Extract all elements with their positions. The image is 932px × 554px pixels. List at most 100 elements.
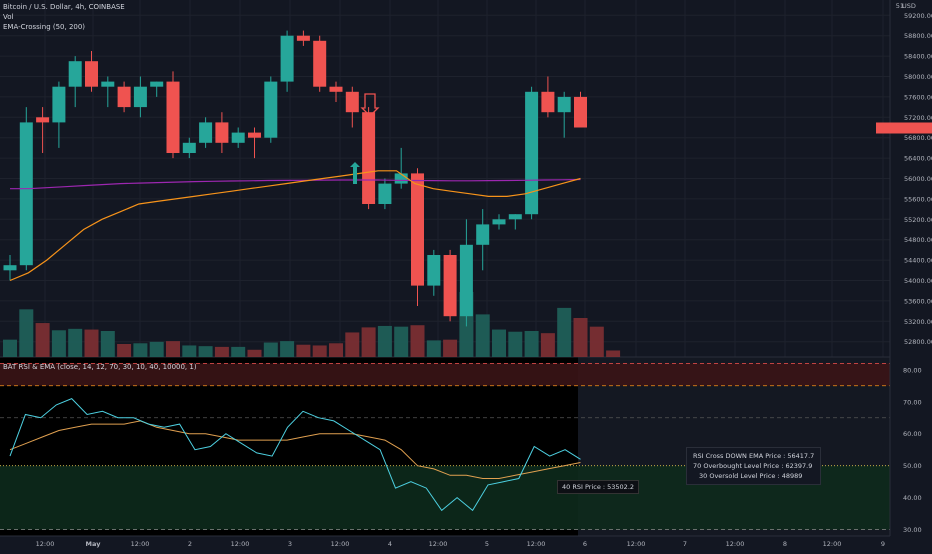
volume-bar [133,343,148,357]
rsi-label: BAT RSI & EMA (close, 14, 12, 70, 30, 10… [3,363,197,371]
price-tick: 54800.00 [904,236,932,244]
candle [378,183,392,204]
volume-bar [377,325,392,357]
candle [508,214,522,220]
volume-bar [426,340,441,357]
rsi40-text: 40 RSI Price : 53502.2 [562,483,635,491]
candle [52,86,66,123]
currency-label: USD [902,2,916,10]
candle [476,224,490,245]
price-tick: 55600.00 [904,195,932,203]
candle [215,122,229,143]
volume-bar [361,327,376,357]
axis-partial-tick: 51 [896,2,904,10]
time-tick: 12:00 [36,540,55,548]
price-axis-bg [890,0,932,550]
price-tick: 54400.00 [904,257,932,265]
overbought-text: 70 Overbought Level Price : 62397.9 [693,462,813,470]
volume-bar [410,325,425,357]
oversold-text: 30 Oversold Level Price : 48989 [699,472,803,480]
volume-bar [19,309,34,357]
rsi40-tooltip: 40 RSI Price : 53502.2 [557,480,640,494]
volume-bar [280,341,295,357]
volume-bar [3,339,17,357]
time-tick: 12:00 [131,540,150,548]
overbought-band [0,363,890,386]
candle [574,96,587,128]
time-tick: 12:00 [527,540,546,548]
ema-label: EMA-Crossing (50, 200) [3,23,86,31]
volume-bar [475,314,490,357]
rsi-tick: 50.00 [903,462,922,470]
volume-bar [68,328,83,357]
candle [541,91,555,113]
candle [492,219,506,225]
candle [19,122,33,266]
volume-bar [182,345,197,357]
time-tick: 12:00 [726,540,745,548]
rsi-tick: 70.00 [903,398,922,406]
price-tick: 52800.00 [904,338,932,346]
vol-label: Vol [3,13,14,21]
price-tick: 55200.00 [904,216,932,224]
volume-bar [312,345,327,357]
candle [68,61,82,87]
time-tick: 7 [683,540,687,548]
time-tick: 12:00 [627,540,646,548]
symbol-legend: Bitcoin / U.S. Dollar, 4h, COINBASE Vol … [3,2,125,32]
candle [296,35,310,41]
candle [525,91,539,215]
volume-bar [524,331,539,357]
candle [182,142,196,153]
time-tick: 4 [388,540,392,548]
sell-arrow-icon [360,93,380,117]
price-tick: 58800.00 [904,32,932,40]
candle [345,91,359,113]
rsi-legend: BAT RSI & EMA (close, 14, 12, 70, 30, 10… [3,362,197,372]
rsi-ema-line [9,420,581,479]
price-tick: 58000.00 [904,73,932,81]
price-tick: 56000.00 [904,175,932,183]
candle [427,255,441,286]
last-price-badge [876,122,932,134]
time-tick: 3 [288,540,292,548]
rsi-tick: 30.00 [903,526,922,534]
price-tick: 54000.00 [904,277,932,285]
candle [248,132,261,138]
candle [280,35,294,82]
time-tick: 2 [188,540,192,548]
time-tick: 8 [783,540,787,548]
volume-bar [443,339,458,357]
time-tick: 12:00 [823,540,842,548]
candle [459,244,473,317]
ema200-line [10,178,581,190]
time-tick: 12:00 [231,540,250,548]
time-tick: 12:00 [429,540,448,548]
candle [264,81,278,138]
price-tick: 57200.00 [904,114,932,122]
volume-bar [51,330,66,357]
rsi-tick: 80.00 [903,366,922,374]
candle [85,61,98,87]
volume-bar [589,326,604,357]
volume-bar [296,344,311,357]
volume-bar [573,318,588,357]
volume-bar [100,331,115,357]
candle [362,112,376,204]
volume-bar [198,346,213,357]
volume-bar [231,346,246,357]
candle [150,81,164,87]
price-tick: 58400.00 [904,53,932,61]
rsi-cross-text: RSI Cross DOWN EMA Price : 56417.7 [693,452,815,460]
candle [101,81,115,87]
rsi-line [9,398,581,512]
candle [394,173,408,184]
time-tick: 9 [881,540,885,548]
volume-bar [149,341,164,357]
price-tick: 53200.00 [904,318,932,326]
volume-bar [492,329,506,357]
time-tick: 5 [485,540,489,548]
candle [411,173,424,286]
